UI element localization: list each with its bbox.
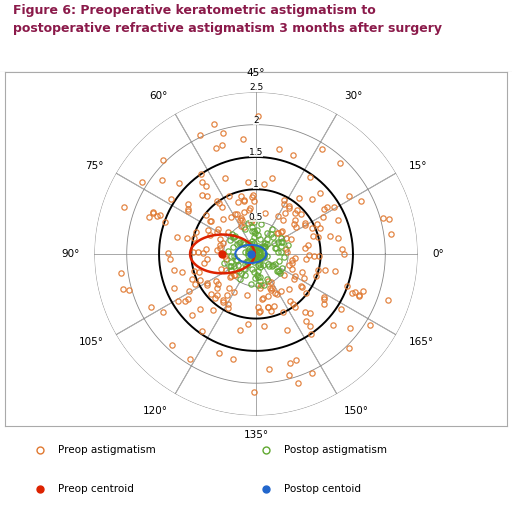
Text: 1: 1 <box>253 180 259 189</box>
Text: Postop centoid: Postop centoid <box>284 484 360 494</box>
Text: 135°: 135° <box>243 430 269 440</box>
Text: 2.5: 2.5 <box>249 83 263 92</box>
Text: 165°: 165° <box>409 337 434 347</box>
Text: 90°: 90° <box>61 249 80 259</box>
Text: 0°: 0° <box>432 249 444 259</box>
Text: 30°: 30° <box>344 91 362 102</box>
Text: 2: 2 <box>253 115 259 125</box>
Text: 75°: 75° <box>85 161 103 171</box>
Text: 60°: 60° <box>150 91 168 102</box>
Text: Preop astigmatism: Preop astigmatism <box>58 445 156 455</box>
Text: 105°: 105° <box>78 337 103 347</box>
Text: 1.5: 1.5 <box>249 148 263 157</box>
Text: 150°: 150° <box>344 406 369 417</box>
Text: Postop astigmatism: Postop astigmatism <box>284 445 387 455</box>
Text: 120°: 120° <box>143 406 168 417</box>
Text: Preop centroid: Preop centroid <box>58 484 134 494</box>
Text: 0.5: 0.5 <box>249 212 263 222</box>
Text: 15°: 15° <box>409 161 427 171</box>
Text: Figure 6: Preoperative keratometric astigmatism to
postoperative refractive asti: Figure 6: Preoperative keratometric asti… <box>13 4 442 34</box>
Text: 45°: 45° <box>247 68 265 78</box>
